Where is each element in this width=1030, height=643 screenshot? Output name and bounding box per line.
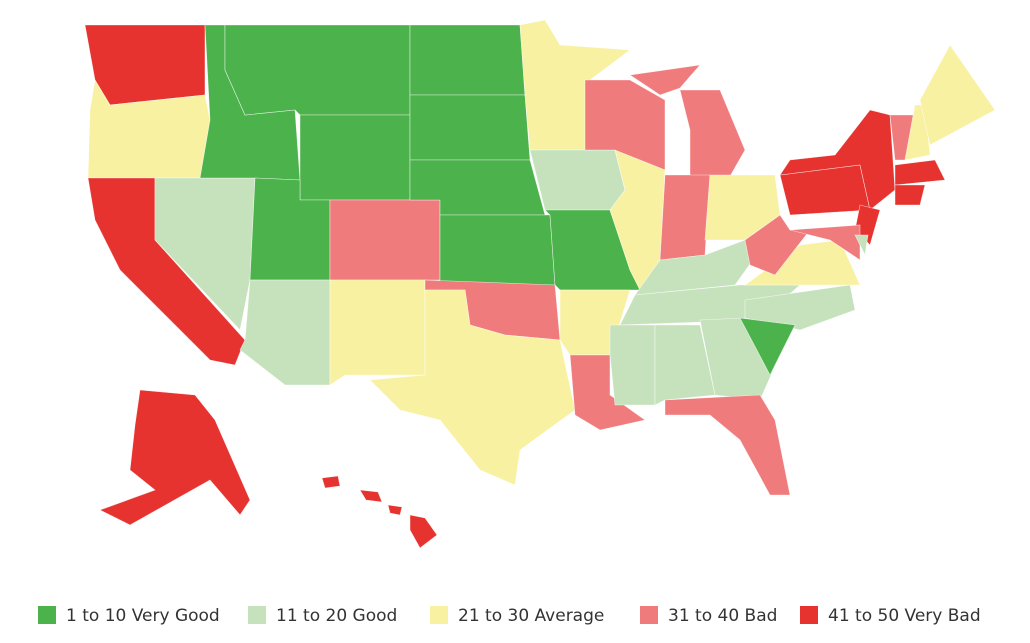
state (854, 234, 869, 256)
states (84, 19, 996, 549)
state (409, 24, 526, 96)
state (239, 279, 331, 386)
state (409, 514, 438, 549)
state (894, 159, 946, 186)
legend: 1 to 10 Very Good 11 to 20 Good 21 to 30 A… (38, 606, 981, 626)
state (387, 504, 403, 516)
legend-label: 1 to 10 Very Good (66, 606, 220, 626)
state (919, 44, 996, 146)
state (629, 64, 701, 96)
legend-label: 41 to 50 Very Bad (828, 606, 981, 626)
legend-swatch (38, 606, 56, 624)
state (894, 184, 926, 206)
legend-label: 11 to 20 Good (276, 606, 397, 626)
state (224, 24, 411, 116)
state (659, 174, 711, 261)
state (529, 149, 626, 211)
state (329, 199, 441, 281)
state (99, 389, 251, 526)
legend-swatch (800, 606, 818, 624)
state (739, 317, 796, 376)
state (654, 324, 716, 406)
state (744, 284, 856, 331)
legend-swatch (430, 606, 448, 624)
legend-label: 21 to 30 Average (458, 606, 604, 626)
state (409, 94, 531, 161)
state (439, 214, 556, 286)
state (329, 279, 426, 386)
state (321, 475, 341, 489)
state (679, 89, 746, 186)
state (299, 114, 411, 201)
state (789, 224, 861, 261)
state (664, 394, 791, 496)
state (369, 289, 576, 486)
state (609, 324, 656, 406)
legend-swatch (248, 606, 266, 624)
legend-swatch (640, 606, 658, 624)
legend-label: 31 to 40 Bad (668, 606, 777, 626)
state (359, 489, 383, 503)
